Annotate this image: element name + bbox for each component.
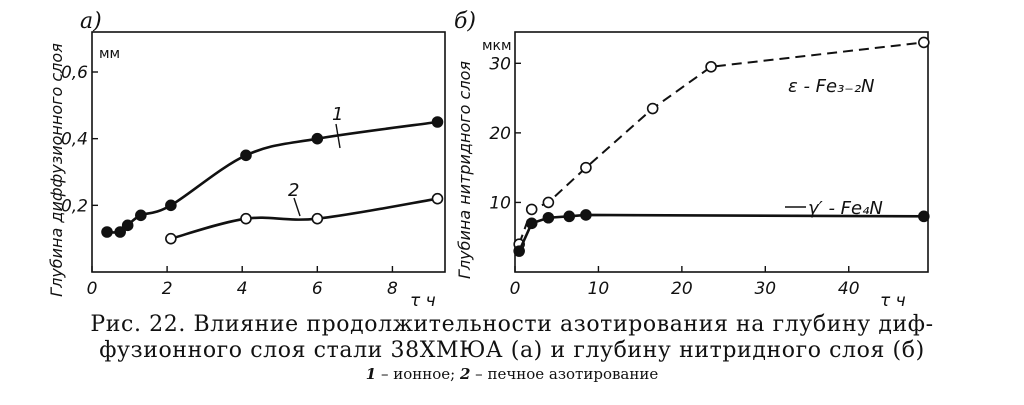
panel-b-x-label: τ ч	[880, 291, 906, 311]
b-series-1-point	[525, 203, 538, 216]
caption-series-1-number: 1	[365, 365, 377, 383]
b-series-1-label: ε - Fe₃₋₂N	[788, 76, 875, 97]
a-series-1-label: 1	[332, 104, 343, 125]
a-series-2-point	[240, 212, 252, 225]
chart-panel-b: б) мкм Глубина нитридного слоя τ ч 0 10 20…	[454, 9, 930, 311]
b-x-tick-label: 20	[671, 279, 693, 299]
a-series-1-point	[101, 226, 113, 238]
b-x-tick-label: 10	[588, 279, 610, 299]
panel-a-series: 12	[101, 104, 444, 245]
b-series-2-point	[563, 210, 576, 223]
b-y-tick-label: 20	[489, 124, 511, 144]
b-series-1-point	[542, 196, 555, 209]
panel-b-series: ε - Fe₃₋₂N γ′ - Fe₄N	[513, 36, 930, 257]
a-series-2-line	[170, 197, 438, 240]
a-series-1-point	[135, 209, 147, 222]
a-series-2-label: 2	[288, 180, 299, 201]
b-series-2-point	[525, 217, 538, 230]
figure-caption: Рис. 22. Влияние продолжительности азоти…	[0, 312, 1024, 384]
a-y-tick-label: 0,4	[61, 130, 88, 150]
b-series-1-point	[646, 102, 659, 115]
a-series-2-point	[165, 232, 177, 245]
panel-b-axes: 0 10 20 30 40 10 20 30	[489, 31, 929, 299]
b-y-tick-label: 10	[489, 193, 511, 213]
a-x-tick-label: 4	[237, 279, 248, 299]
caption-series-1-text: – ионное;	[376, 365, 460, 383]
b-series-1-point	[705, 60, 717, 73]
a-series-1-point	[165, 199, 177, 212]
b-x-tick-label: 40	[838, 279, 860, 299]
a-series-2-point	[311, 212, 324, 225]
panel-a-y-label: Глубина диффузионного слоя	[47, 43, 66, 297]
b-y-tick-label: 30	[489, 54, 511, 74]
panel-a-tag: а)	[80, 9, 102, 34]
a-series-2-point	[431, 192, 444, 205]
a-x-tick-label: 2	[162, 279, 173, 299]
b-series-2-point	[542, 211, 555, 224]
caption-line-3: 1 – ионное; 2 – печное азотирование	[0, 364, 1024, 384]
caption-series-2-text: – печное азотирование	[470, 365, 659, 383]
b-frame	[514, 31, 929, 273]
panel-a-axes: 0 2 4 6 8 0,2 0,4 0,6	[61, 31, 446, 299]
a-y-tick-label: 0,6	[61, 63, 88, 83]
a-x-tick-label: 6	[312, 279, 323, 299]
a-series-1-line	[106, 120, 438, 234]
b-series-1-point	[580, 161, 592, 174]
b-series-1-point	[918, 36, 930, 49]
panel-a-y-unit: мм	[99, 46, 120, 62]
b-series-2-point	[513, 245, 525, 257]
caption-line-1: Рис. 22. Влияние продолжительности азоти…	[90, 312, 934, 337]
a-x-tick-label: 0	[87, 279, 98, 299]
a-frame	[91, 31, 446, 273]
caption-series-2-number: 2	[459, 365, 471, 383]
panel-b-tag: б)	[454, 9, 476, 34]
a-x-tick-label: 8	[387, 279, 398, 299]
panel-b-y-label: Глубина нитридного слоя	[455, 61, 474, 279]
panel-a-x-label: τ ч	[410, 291, 436, 311]
b-x-tick-label: 30	[754, 279, 776, 299]
caption-line-2: фузионного слоя стали 38ХМЮА (а) и глуби…	[99, 338, 925, 363]
chart-panel-a: а) мм Глубина диффузионного слоя τ ч 0 2 4…	[47, 9, 446, 311]
a-y-tick-label: 0,2	[61, 196, 88, 216]
a-series-1-leader	[335, 123, 341, 149]
panel-b-y-unit: мкм	[482, 38, 512, 54]
b-series-2-point	[918, 210, 930, 223]
a-series-1-point	[311, 132, 324, 145]
a-series-1-point	[431, 116, 444, 128]
b-x-tick-label: 0	[510, 279, 521, 299]
a-series-1-point	[240, 149, 252, 162]
a-series-2-leader	[293, 197, 301, 217]
b-series-2-label: γ′ - Fe₄N	[808, 198, 883, 219]
a-series-1-point	[114, 226, 126, 238]
b-series-2-point	[580, 209, 592, 221]
a-series-1-point	[121, 219, 134, 232]
b-series-2-line	[517, 213, 924, 252]
